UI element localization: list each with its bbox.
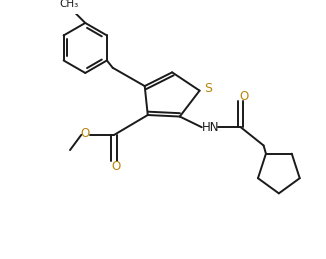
Text: S: S (204, 82, 212, 95)
Text: O: O (111, 160, 120, 173)
Text: HN: HN (201, 121, 219, 134)
Text: O: O (80, 127, 90, 140)
Text: CH₃: CH₃ (59, 0, 79, 9)
Text: O: O (240, 90, 249, 103)
